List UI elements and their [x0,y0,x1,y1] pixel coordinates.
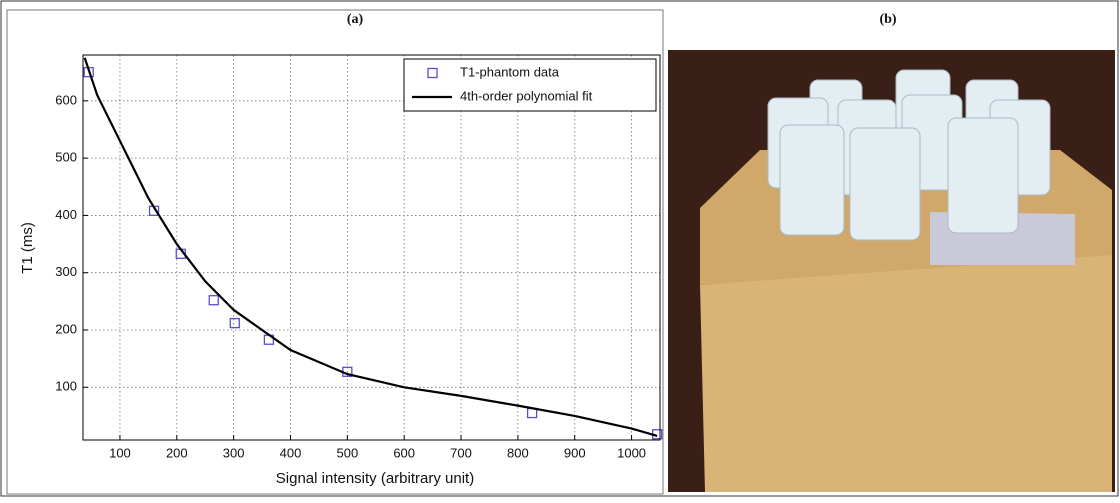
data-point [208,295,219,306]
fit-line [83,57,658,438]
legend-box [403,58,657,112]
tube [849,127,921,241]
tube [947,117,1019,234]
y-tick-label: 500 [55,150,77,165]
legend-label: 4th-order polynomial fit [460,88,593,103]
sponge-front [700,255,1112,492]
x-tick-label: 600 [393,445,415,460]
x-tick-label: 400 [280,445,302,460]
y-tick-label: 200 [55,321,77,336]
legend-label: T1-phantom data [460,64,560,79]
x-tick-label: 700 [450,445,472,460]
x-tick-label: 200 [166,445,188,460]
x-axis-label: Signal intensity (arbitrary unit) [276,470,474,487]
x-tick-label: 1000 [617,445,646,460]
tube [779,124,845,236]
x-tick-label: 800 [507,445,529,460]
legend-marker [427,67,438,79]
plot-frame [82,54,661,441]
x-tick-label: 300 [223,445,245,460]
plot-area [83,55,660,440]
y-tick-label: 600 [55,92,77,107]
data-point [229,317,240,329]
x-tick-label: 500 [336,445,358,460]
panel-b-title: (b) [879,12,896,27]
y-tick-label: 400 [55,207,77,222]
plot: 100 200 300 400 500 600 700 800 900 1000 100 200 300… [55,54,663,460]
y-tick-label: 100 [55,379,77,394]
chart-title: (a) [347,12,364,27]
x-tick-label: 100 [109,445,131,460]
y-tick-label: 300 [55,264,77,279]
photo [668,50,1115,492]
y-axis-label: T1 (ms) [19,222,36,274]
x-tick-label: 900 [564,445,586,460]
